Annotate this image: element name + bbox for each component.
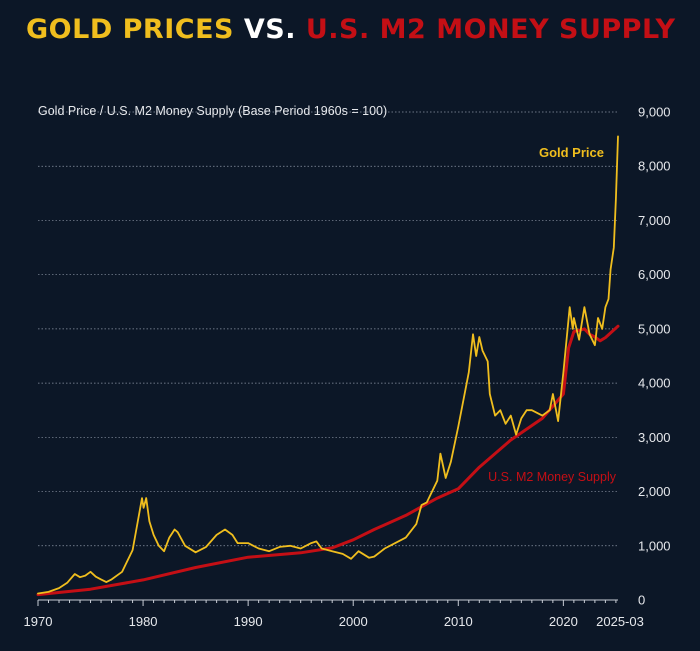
y-tick-label-9000: 9,000 bbox=[638, 105, 671, 120]
x-tick-label-2010: 2010 bbox=[444, 614, 473, 629]
m2-money-supply-label: U.S. M2 Money Supply bbox=[488, 470, 617, 484]
chart-title: GOLD PRICES VS. U.S. M2 MONEY SUPPLY bbox=[26, 14, 676, 45]
x-tick-label-2020: 2020 bbox=[549, 614, 578, 629]
grid-lines bbox=[38, 111, 618, 547]
y-tick-label-2000: 2,000 bbox=[638, 484, 671, 499]
title-gold-prices: GOLD PRICES bbox=[26, 14, 244, 45]
x-tick-label-2025-03: 2025-03 bbox=[596, 614, 644, 629]
x-axis: 1970 1980 1990 2000 2010 2020 2025-03 bbox=[24, 599, 644, 629]
y-tick-label-4000: 4,000 bbox=[638, 376, 671, 391]
y-tick-label-3000: 3,000 bbox=[638, 430, 671, 445]
chart-subtitle: Gold Price / U.S. M2 Money Supply (Base … bbox=[38, 104, 387, 118]
y-tick-label-7000: 7,000 bbox=[638, 213, 671, 228]
title-m2-money-supply: U.S. M2 MONEY SUPPLY bbox=[305, 14, 676, 45]
gold-price-line bbox=[37, 135, 619, 595]
y-tick-label-1000: 1,000 bbox=[638, 538, 671, 553]
x-tick-label-1980: 1980 bbox=[129, 614, 158, 629]
y-tick-label-8000: 8,000 bbox=[638, 159, 671, 174]
gold-price-label: Gold Price bbox=[539, 145, 604, 160]
title-vs: VS. bbox=[243, 14, 306, 45]
x-tick-label-2000: 2000 bbox=[339, 614, 368, 629]
m2-money-supply-line bbox=[36, 324, 620, 597]
y-tick-label-6000: 6,000 bbox=[638, 267, 671, 282]
y-axis-labels: 0 1,000 2,000 3,000 4,000 5,000 6,000 7,000 8,00… bbox=[638, 105, 671, 608]
y-tick-label-0: 0 bbox=[638, 593, 645, 608]
series-lines bbox=[36, 135, 620, 597]
x-tick-label-1970: 1970 bbox=[24, 614, 53, 629]
y-tick-label-5000: 5,000 bbox=[638, 321, 671, 336]
x-tick-label-1990: 1990 bbox=[234, 614, 263, 629]
